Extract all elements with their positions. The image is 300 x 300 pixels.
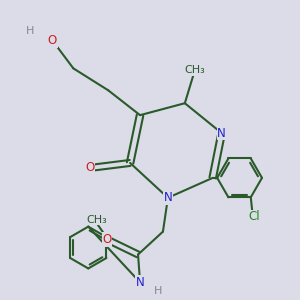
Text: N: N <box>136 276 144 289</box>
Text: CH₃: CH₃ <box>86 215 107 225</box>
Text: H: H <box>154 286 162 296</box>
Text: O: O <box>48 34 57 47</box>
Text: CH₃: CH₃ <box>184 65 205 75</box>
Text: H: H <box>26 26 35 36</box>
Text: N: N <box>217 127 226 140</box>
Text: O: O <box>86 161 95 174</box>
Text: O: O <box>103 233 112 246</box>
Text: N: N <box>164 191 172 204</box>
Text: Cl: Cl <box>249 211 260 224</box>
